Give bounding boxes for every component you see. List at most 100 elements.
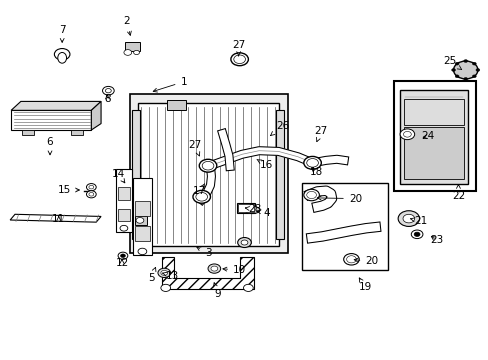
Circle shape bbox=[210, 266, 217, 271]
Text: 25: 25 bbox=[442, 57, 461, 69]
Circle shape bbox=[453, 61, 477, 79]
Text: 21: 21 bbox=[410, 216, 426, 226]
Text: 8: 8 bbox=[104, 94, 110, 104]
Circle shape bbox=[454, 75, 458, 78]
Bar bbox=[125, 42, 140, 51]
Bar bbox=[403, 127, 463, 179]
Bar bbox=[130, 94, 287, 253]
Circle shape bbox=[89, 185, 94, 189]
Bar bbox=[71, 130, 82, 135]
Text: 26: 26 bbox=[270, 121, 288, 135]
Polygon shape bbox=[11, 111, 91, 130]
Bar bbox=[131, 111, 140, 239]
Bar bbox=[22, 130, 34, 135]
Circle shape bbox=[471, 62, 475, 65]
Circle shape bbox=[402, 214, 414, 223]
Circle shape bbox=[86, 191, 96, 198]
Circle shape bbox=[161, 270, 167, 275]
Text: 18: 18 bbox=[309, 167, 323, 177]
Bar bbox=[237, 203, 254, 212]
Text: 20: 20 bbox=[317, 194, 361, 203]
Circle shape bbox=[158, 268, 170, 278]
Text: 15: 15 bbox=[58, 185, 79, 195]
Polygon shape bbox=[91, 102, 101, 130]
Text: 14: 14 bbox=[111, 168, 124, 183]
Polygon shape bbox=[11, 102, 101, 111]
Circle shape bbox=[136, 217, 143, 223]
Circle shape bbox=[138, 248, 146, 255]
Text: 24: 24 bbox=[421, 131, 434, 141]
Polygon shape bbox=[162, 257, 254, 289]
Circle shape bbox=[241, 240, 247, 245]
Text: 13: 13 bbox=[163, 271, 179, 281]
Circle shape bbox=[86, 184, 96, 191]
Bar bbox=[301, 183, 387, 270]
Ellipse shape bbox=[244, 206, 260, 213]
Circle shape bbox=[123, 50, 131, 55]
Text: 3: 3 bbox=[196, 247, 211, 258]
Bar bbox=[403, 99, 463, 125]
Text: 27: 27 bbox=[188, 140, 201, 156]
Circle shape bbox=[475, 68, 479, 71]
Text: 12: 12 bbox=[115, 258, 128, 268]
Circle shape bbox=[161, 284, 170, 292]
Circle shape bbox=[346, 256, 356, 263]
Circle shape bbox=[399, 129, 414, 140]
Bar bbox=[116, 169, 131, 232]
Circle shape bbox=[243, 284, 253, 292]
Text: 16: 16 bbox=[256, 159, 272, 170]
Circle shape bbox=[196, 193, 207, 201]
Circle shape bbox=[102, 86, 114, 95]
Circle shape bbox=[451, 68, 455, 71]
Circle shape bbox=[397, 211, 419, 226]
Circle shape bbox=[303, 157, 321, 169]
Ellipse shape bbox=[58, 53, 66, 63]
Text: 5: 5 bbox=[147, 267, 156, 283]
Circle shape bbox=[343, 253, 359, 265]
Bar bbox=[399, 90, 467, 184]
Bar bbox=[393, 81, 475, 192]
Circle shape bbox=[105, 89, 111, 93]
Bar bbox=[135, 216, 147, 225]
Bar bbox=[134, 226, 150, 241]
Polygon shape bbox=[10, 214, 101, 222]
Circle shape bbox=[133, 50, 139, 55]
Text: 20: 20 bbox=[353, 256, 378, 266]
Circle shape bbox=[199, 159, 216, 172]
Text: 11: 11 bbox=[52, 214, 65, 224]
Bar bbox=[166, 100, 186, 111]
Circle shape bbox=[413, 232, 419, 237]
Circle shape bbox=[120, 254, 125, 257]
Text: 23: 23 bbox=[429, 235, 442, 245]
Circle shape bbox=[471, 75, 475, 78]
Circle shape bbox=[230, 53, 248, 66]
Circle shape bbox=[202, 161, 213, 170]
Text: 28: 28 bbox=[245, 204, 261, 214]
Circle shape bbox=[89, 193, 94, 196]
Circle shape bbox=[303, 189, 319, 201]
Circle shape bbox=[237, 238, 251, 248]
Circle shape bbox=[463, 60, 467, 63]
Text: 22: 22 bbox=[451, 185, 464, 201]
Circle shape bbox=[118, 252, 127, 259]
Bar bbox=[137, 103, 278, 246]
Circle shape bbox=[403, 131, 410, 137]
Bar bbox=[132, 178, 152, 255]
Bar bbox=[118, 208, 129, 221]
Circle shape bbox=[306, 192, 316, 199]
Circle shape bbox=[233, 55, 245, 64]
Text: 27: 27 bbox=[232, 40, 245, 56]
Circle shape bbox=[207, 264, 220, 273]
Text: 1: 1 bbox=[153, 77, 186, 92]
Circle shape bbox=[410, 230, 422, 239]
Circle shape bbox=[463, 77, 467, 80]
Text: 27: 27 bbox=[314, 126, 327, 141]
Text: 19: 19 bbox=[358, 278, 371, 292]
Bar bbox=[275, 111, 284, 239]
Circle shape bbox=[54, 49, 70, 60]
Circle shape bbox=[454, 62, 458, 65]
Circle shape bbox=[306, 158, 318, 167]
Text: 10: 10 bbox=[223, 265, 245, 275]
Text: 4: 4 bbox=[256, 208, 269, 218]
Text: 6: 6 bbox=[46, 138, 53, 155]
